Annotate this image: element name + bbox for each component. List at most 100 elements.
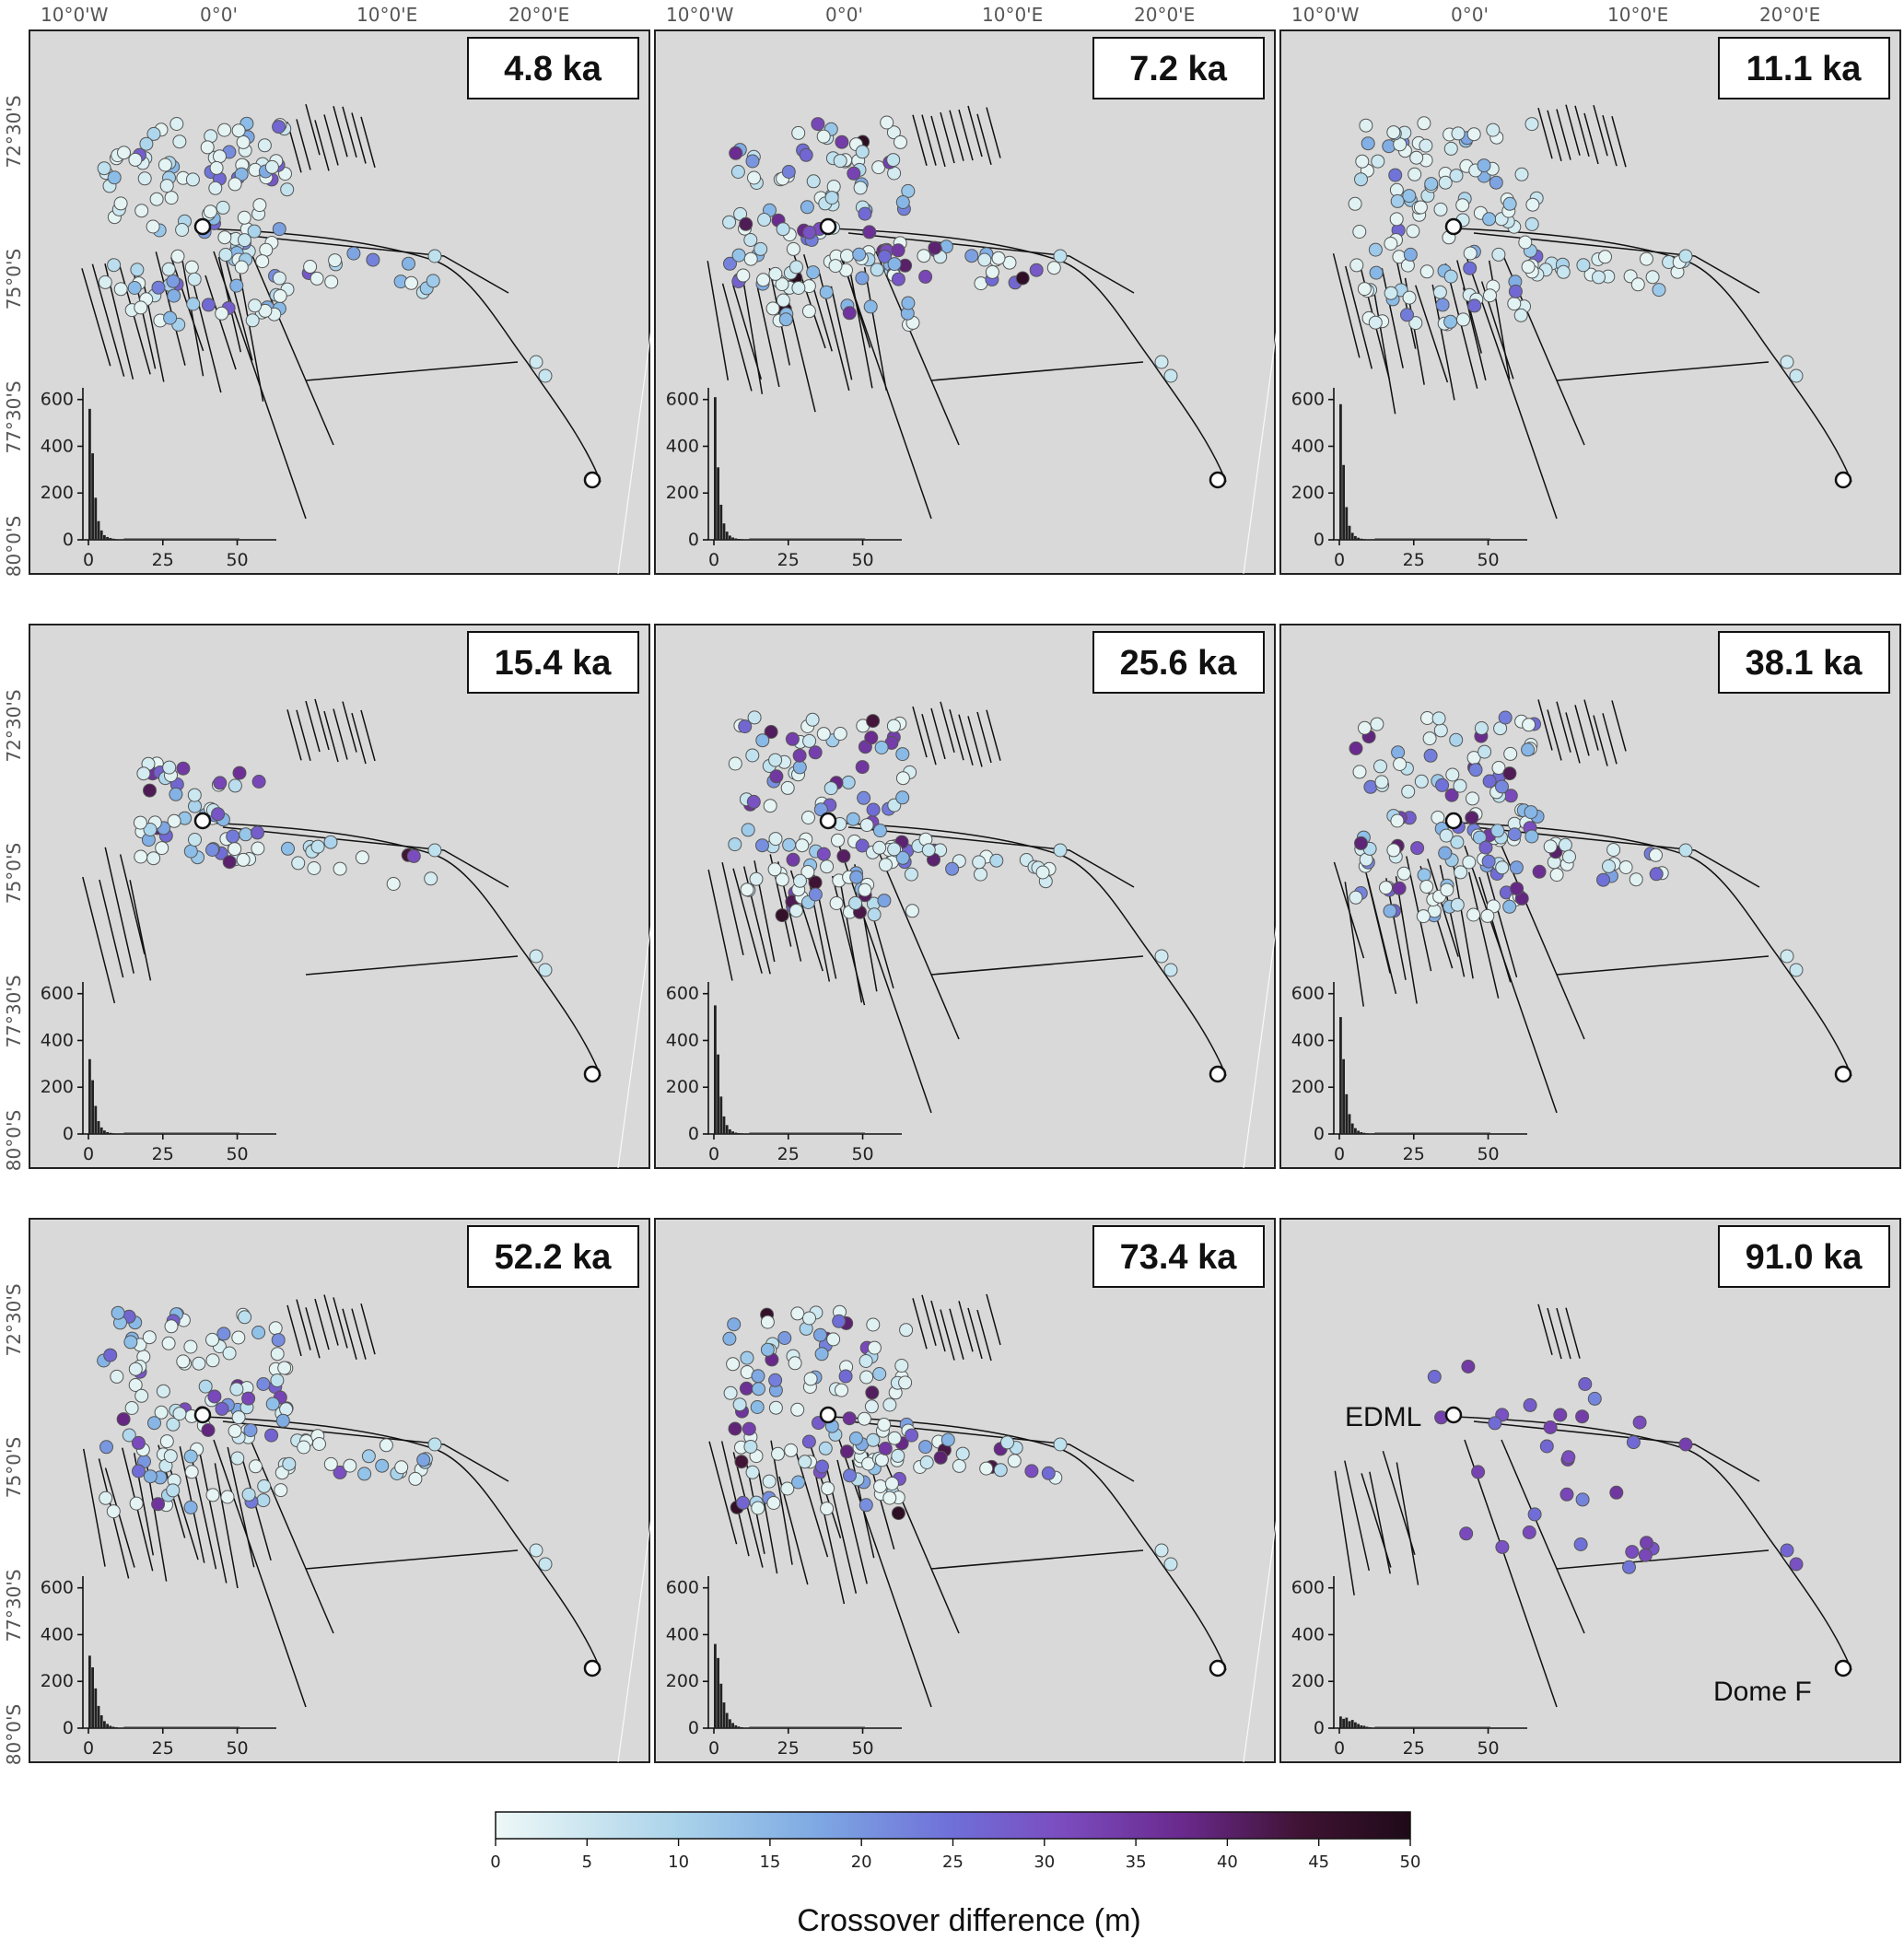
crossover-point xyxy=(848,1432,863,1445)
survey-line xyxy=(239,274,264,402)
latitude-label-left: 72°30'S xyxy=(3,689,25,762)
crossover-point xyxy=(166,1417,181,1432)
inset-histogram: 0 200 400 600 0 25 50 xyxy=(1291,982,1527,1164)
crossover-point xyxy=(863,299,878,314)
crossover-point xyxy=(228,177,242,192)
crossover-point xyxy=(1427,1370,1442,1384)
crossover-point xyxy=(236,134,251,149)
survey-line xyxy=(967,1307,983,1360)
crossover-point xyxy=(1154,355,1169,369)
crossover-point xyxy=(901,296,916,310)
survey-line xyxy=(333,106,348,158)
crossover-point xyxy=(768,753,783,767)
crossover-point xyxy=(886,153,901,168)
crossover-point xyxy=(169,117,184,131)
crossover-point xyxy=(1645,270,1660,285)
crossover-point xyxy=(864,1399,879,1414)
traverse-line xyxy=(1454,228,1852,483)
crossover-point xyxy=(1449,169,1464,183)
crossover-point xyxy=(324,275,339,289)
survey-line xyxy=(82,1448,106,1567)
crossover-point xyxy=(805,712,820,727)
crossover-point xyxy=(859,818,874,833)
survey-line xyxy=(1467,871,1500,999)
crossover-point xyxy=(297,1440,311,1455)
panel-frame xyxy=(654,1218,1276,1763)
survey-line xyxy=(830,286,853,380)
crossover-point xyxy=(1472,830,1487,845)
crossover-point xyxy=(840,1444,854,1459)
crossover-point xyxy=(1354,836,1368,850)
crossover-point xyxy=(873,1479,888,1493)
histogram-bar xyxy=(1369,1133,1372,1134)
colorbar-tick-label: 5 xyxy=(582,1853,592,1872)
histogram-x-tick-label: 0 xyxy=(708,1738,719,1759)
survey-line xyxy=(81,268,111,367)
survey-line xyxy=(165,1455,199,1560)
inset-histogram: 0 200 400 600 0 25 50 xyxy=(41,1576,276,1759)
histogram-x-tick-label: 25 xyxy=(777,1144,800,1164)
histogram-bar xyxy=(118,1727,121,1728)
crossover-point xyxy=(1502,899,1517,914)
crossover-point xyxy=(1495,860,1510,875)
crossover-point xyxy=(136,766,151,781)
survey-line xyxy=(1574,705,1590,756)
traverse-line xyxy=(1556,955,1770,976)
histogram-bar xyxy=(734,1724,738,1728)
histogram-bar xyxy=(731,537,734,540)
colorbar-gradient xyxy=(495,1811,1411,1840)
crossover-point xyxy=(1602,859,1616,873)
crossover-point xyxy=(163,1449,178,1464)
crossover-point xyxy=(1450,897,1465,912)
crossover-point xyxy=(1489,175,1503,190)
histogram-bar xyxy=(91,453,94,540)
crossover-point xyxy=(201,298,216,312)
histogram-bar xyxy=(719,504,723,540)
crossover-point xyxy=(201,1423,216,1437)
histogram-bar xyxy=(91,1667,94,1728)
crossover-point xyxy=(215,306,229,321)
crossover-point xyxy=(281,841,295,856)
crossover-point xyxy=(265,1397,280,1411)
crossover-point xyxy=(806,265,821,280)
crossover-point xyxy=(1543,1420,1558,1434)
survey-line xyxy=(976,113,992,166)
crossover-point xyxy=(985,264,999,279)
crossover-point xyxy=(129,1496,144,1511)
crossover-point xyxy=(746,794,761,809)
histogram-bar xyxy=(88,1655,91,1728)
histogram-bar xyxy=(1354,1722,1357,1728)
crossover-point xyxy=(1352,765,1367,779)
histogram-bar xyxy=(740,539,743,540)
histogram-bar xyxy=(729,1128,731,1134)
crossover-point xyxy=(760,1342,775,1357)
histogram-x-tick-label: 25 xyxy=(1403,550,1425,570)
histogram-bar xyxy=(1369,1726,1372,1728)
crossover-point xyxy=(161,262,176,276)
latitude-label-left: 77°30'S xyxy=(3,1569,25,1642)
crossover-point xyxy=(245,313,260,328)
crossover-point xyxy=(1625,1545,1640,1560)
survey-line xyxy=(1345,265,1373,369)
histogram-bar xyxy=(1357,1724,1360,1728)
traverse-line xyxy=(1501,845,1585,1040)
crossover-point xyxy=(256,1493,271,1508)
histogram-bar xyxy=(109,537,112,540)
crossover-point xyxy=(1390,193,1405,208)
inset-histogram: 0 200 400 600 0 25 50 xyxy=(666,1576,902,1759)
crossover-point xyxy=(972,855,987,870)
crossover-point xyxy=(426,274,440,288)
crossover-point xyxy=(894,134,907,149)
map-panel: 25.6 ka 0 200 400 600 0 25 50 xyxy=(617,624,1276,1169)
crossover-point xyxy=(146,851,161,866)
latitude-label-left: 80°0'S xyxy=(3,516,25,577)
crossover-point xyxy=(1678,249,1693,263)
crossover-point xyxy=(1370,717,1384,731)
crossover-point xyxy=(813,802,828,817)
crossover-point xyxy=(98,275,112,289)
histogram-y-tick-label: 0 xyxy=(63,1124,74,1144)
crossover-point xyxy=(768,1400,783,1415)
survey-line xyxy=(1611,116,1627,168)
crossover-point xyxy=(768,266,783,281)
crossover-point xyxy=(243,1423,258,1438)
